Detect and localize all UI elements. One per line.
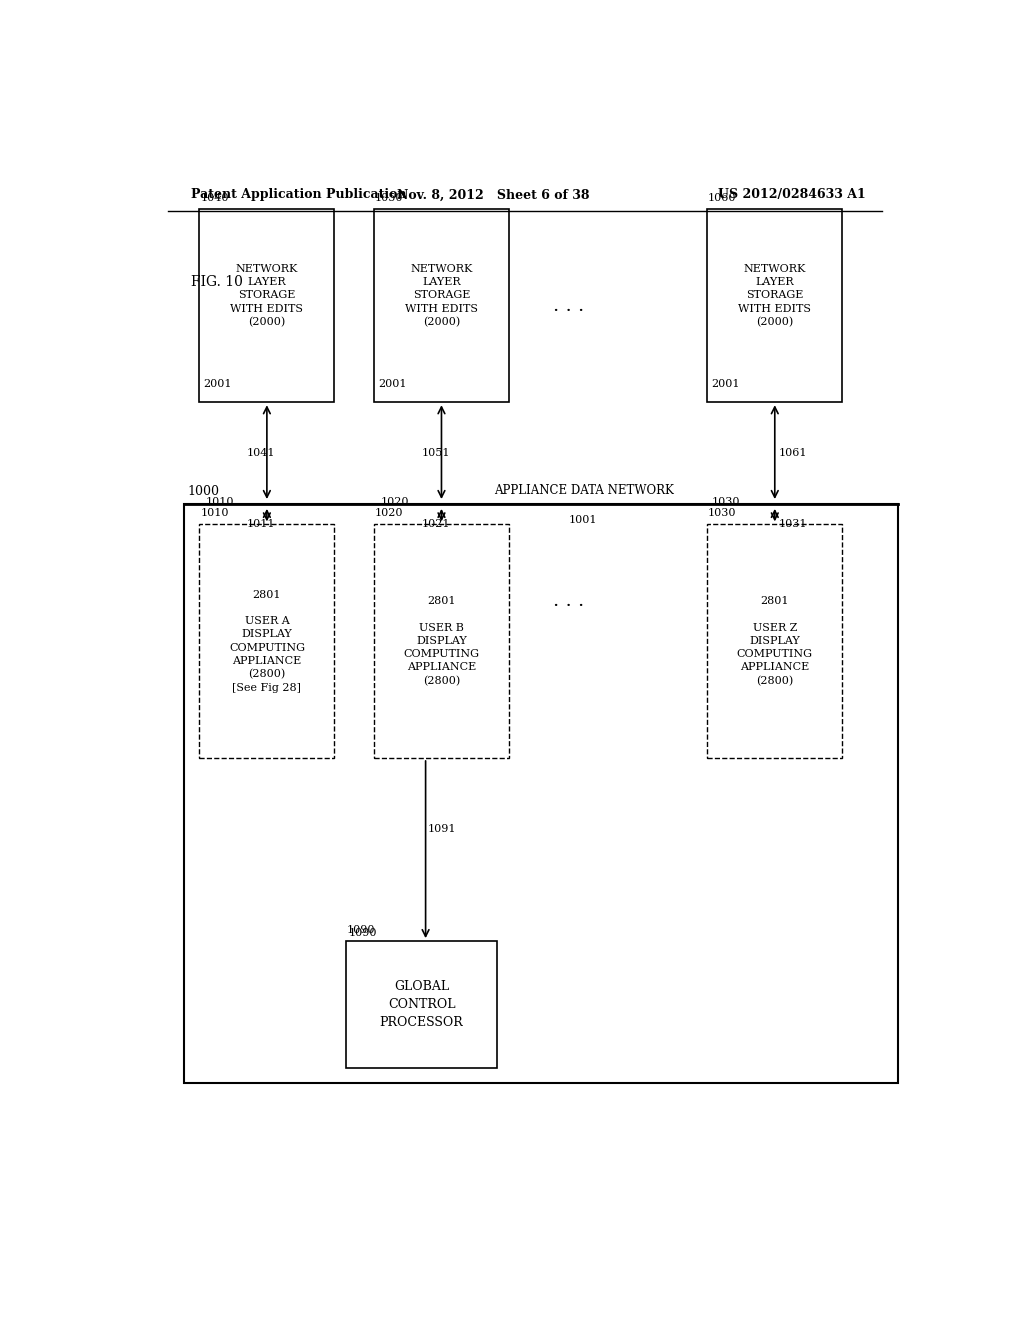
Text: 2001: 2001: [378, 379, 407, 389]
Text: 1060: 1060: [709, 193, 736, 203]
Text: NETWORK
LAYER
STORAGE
WITH EDITS
(2000): NETWORK LAYER STORAGE WITH EDITS (2000): [404, 264, 478, 327]
Text: 1020: 1020: [380, 496, 409, 507]
Text: 1091: 1091: [428, 824, 457, 834]
Text: 2001: 2001: [712, 379, 739, 389]
Text: US 2012/0284633 A1: US 2012/0284633 A1: [718, 189, 866, 202]
Text: 1061: 1061: [778, 449, 807, 458]
Text: Nov. 8, 2012   Sheet 6 of 38: Nov. 8, 2012 Sheet 6 of 38: [397, 189, 589, 202]
Text: 1020: 1020: [375, 508, 403, 519]
Text: NETWORK
LAYER
STORAGE
WITH EDITS
(2000): NETWORK LAYER STORAGE WITH EDITS (2000): [738, 264, 811, 327]
Text: Patent Application Publication: Patent Application Publication: [191, 189, 407, 202]
Text: 1010: 1010: [201, 508, 228, 519]
FancyBboxPatch shape: [346, 941, 497, 1068]
Text: 2801

USER A
DISPLAY
COMPUTING
APPLIANCE
(2800)
[See Fig 28]: 2801 USER A DISPLAY COMPUTING APPLIANCE …: [229, 590, 305, 693]
FancyBboxPatch shape: [374, 524, 509, 758]
Text: 1021: 1021: [422, 519, 451, 529]
FancyBboxPatch shape: [374, 210, 509, 403]
FancyBboxPatch shape: [708, 210, 842, 403]
Text: 1050: 1050: [375, 193, 403, 203]
Text: 1090: 1090: [348, 928, 377, 939]
Text: 1030: 1030: [712, 496, 739, 507]
Text: 2801

USER B
DISPLAY
COMPUTING
APPLIANCE
(2800): 2801 USER B DISPLAY COMPUTING APPLIANCE …: [403, 597, 479, 686]
Text: 2801

USER Z
DISPLAY
COMPUTING
APPLIANCE
(2800): 2801 USER Z DISPLAY COMPUTING APPLIANCE …: [737, 597, 813, 686]
Text: 1041: 1041: [247, 449, 275, 458]
Text: . . .: . . .: [553, 591, 584, 610]
Text: 1031: 1031: [778, 519, 807, 529]
Text: 1040: 1040: [201, 193, 228, 203]
FancyBboxPatch shape: [200, 210, 334, 403]
Text: 1011: 1011: [247, 519, 275, 529]
Text: 1010: 1010: [206, 496, 234, 507]
Text: 2001: 2001: [204, 379, 231, 389]
Text: 1090: 1090: [347, 925, 376, 935]
Text: FIG. 10: FIG. 10: [191, 276, 244, 289]
FancyBboxPatch shape: [183, 504, 898, 1084]
Text: . . .: . . .: [553, 297, 584, 314]
Text: GLOBAL
CONTROL
PROCESSOR: GLOBAL CONTROL PROCESSOR: [380, 979, 464, 1030]
Text: 1001: 1001: [568, 515, 597, 525]
Text: APPLIANCE DATA NETWORK: APPLIANCE DATA NETWORK: [495, 484, 674, 496]
FancyBboxPatch shape: [200, 524, 334, 758]
Text: NETWORK
LAYER
STORAGE
WITH EDITS
(2000): NETWORK LAYER STORAGE WITH EDITS (2000): [230, 264, 303, 327]
Text: 1051: 1051: [422, 449, 451, 458]
FancyBboxPatch shape: [708, 524, 842, 758]
Text: 1030: 1030: [709, 508, 736, 519]
Text: 1000: 1000: [187, 484, 219, 498]
